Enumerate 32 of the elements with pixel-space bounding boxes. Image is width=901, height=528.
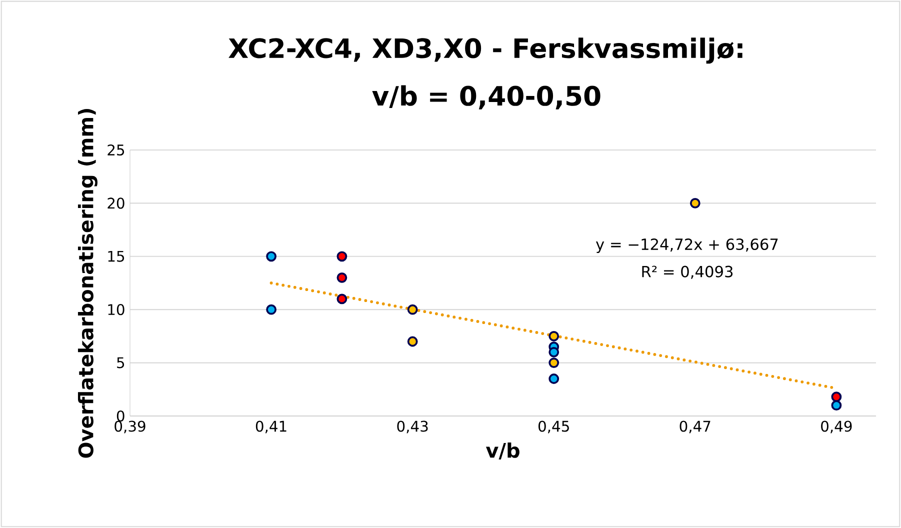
point	[831, 392, 842, 402]
y-tick-label: 15	[108, 250, 124, 262]
y-tick-label: 20	[108, 198, 124, 209]
x-tick-label: 0,43	[397, 420, 428, 434]
point	[831, 400, 842, 411]
point	[336, 294, 348, 304]
point	[548, 330, 560, 342]
point	[336, 272, 348, 283]
x-tick-label: 0,47	[680, 420, 710, 434]
point	[548, 358, 560, 368]
annotation: R² = 0,4093	[642, 266, 733, 279]
y-axis-title: Overflatekarbonatisering (mm)	[78, 108, 98, 458]
chart-title: XC2-XC4, XD3,X0 - Ferskvassmiljø:	[228, 38, 742, 64]
x-axis-title: v/b	[486, 442, 520, 460]
annotation: y = −124,72x + 63,667	[596, 238, 778, 254]
x-tick-label: 0,45	[538, 420, 569, 434]
x-tick-label: 0,49	[821, 420, 852, 434]
point	[690, 198, 700, 208]
point	[266, 251, 276, 262]
y-tick-label: 25	[108, 144, 124, 156]
y-tick-label: 10	[108, 304, 124, 316]
y-tick-label: 5	[117, 357, 124, 368]
point	[407, 336, 418, 347]
point	[548, 346, 560, 358]
x-tick-label: 0,41	[256, 420, 286, 434]
chart-subtitle: v/b = 0,40-0,50	[372, 85, 600, 110]
point	[336, 251, 348, 262]
y-tick-label: 0	[116, 410, 124, 422]
point	[266, 304, 276, 315]
x-tick-label: 0,39	[114, 420, 146, 434]
point	[407, 304, 418, 315]
point	[548, 374, 560, 384]
